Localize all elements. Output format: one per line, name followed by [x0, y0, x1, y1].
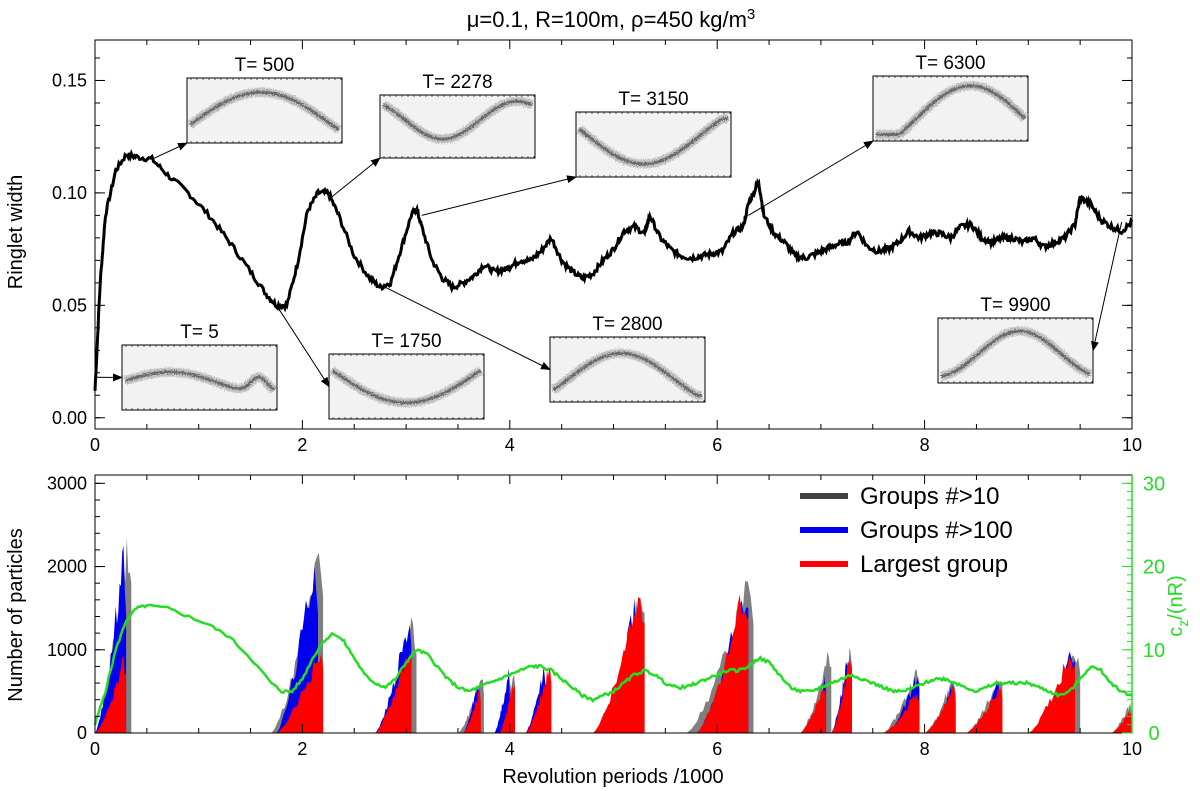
inset-snapshot: T= 2278 — [330, 72, 536, 198]
inset-arrow — [1091, 222, 1123, 352]
particle-count-panel: 0 2 4 6 8 10 0 1000 2000 3000 0 10 20 30 Groups #>10 … — [47, 473, 1165, 759]
inset-arrow — [421, 175, 577, 216]
inset-arrow — [748, 140, 874, 216]
particle-group-areas — [95, 537, 1132, 733]
top-x-tick-label: 2 — [297, 435, 307, 455]
chart-title-main: μ=0.1, R=100m, ρ=450 kg/m — [467, 7, 747, 32]
inset-arrow — [385, 286, 551, 370]
legend-label-largest: Largest group — [860, 551, 1008, 578]
bottom-y-tick-label: 2000 — [47, 557, 87, 577]
chart-title-sup: 3 — [747, 6, 755, 23]
inset-label: T= 500 — [235, 55, 295, 76]
inset-particle-band — [552, 351, 702, 397]
inset-label: T= 2278 — [422, 72, 492, 93]
inset-snapshot: T= 1750 — [276, 305, 485, 420]
inset-snapshot: T= 3150 — [421, 89, 732, 216]
top-x-tick-label: 10 — [1122, 435, 1142, 455]
right-y-axis-label-main: c — [1165, 627, 1187, 637]
right-y-tick-label: 10 — [1143, 640, 1165, 662]
area-burst — [1111, 711, 1132, 733]
bottom-y-tick-label: 3000 — [47, 473, 87, 493]
top-y-tick-label: 0.10 — [52, 183, 87, 203]
area-burst — [924, 686, 956, 733]
bottom-x-tick-label: 8 — [920, 739, 930, 759]
bottom-axis-ticks: 0 2 4 6 8 10 0 1000 2000 3000 0 10 20 30 — [47, 473, 1165, 759]
inset-label: T= 9900 — [980, 295, 1050, 316]
x-axis-label: Revolution periods /1000 — [502, 766, 723, 788]
top-y-tick-label: 0.00 — [52, 408, 87, 428]
inset-particle-band — [876, 84, 1027, 136]
area-burst — [95, 657, 127, 733]
top-y-tick-label: 0.15 — [52, 70, 87, 90]
area-series-2 — [95, 594, 1132, 733]
area-burst — [592, 597, 645, 733]
bottom-x-tick-label: 0 — [90, 739, 100, 759]
bottom-y-tick-label: 1000 — [47, 640, 87, 660]
area-burst — [1028, 656, 1075, 733]
bottom-x-tick-label: 6 — [712, 739, 722, 759]
inset-particle-band — [578, 117, 728, 166]
inset-label: T= 6300 — [915, 53, 985, 74]
inset-particle-band — [382, 99, 533, 141]
area-burst — [525, 668, 552, 733]
top-x-tick-label: 0 — [90, 435, 100, 455]
inset-arrow — [330, 157, 381, 198]
area-burst — [966, 688, 1003, 733]
right-y-axis-label: cz/(nR) — [1165, 575, 1191, 636]
right-y-axis-label-sub: z — [1175, 620, 1191, 627]
inset-particle-band — [331, 369, 482, 405]
inset-arrow — [151, 142, 188, 160]
inset-snapshot: T= 6300 — [748, 53, 1029, 216]
bottom-x-tick-label: 4 — [505, 739, 515, 759]
area-burst — [499, 682, 515, 733]
inset-particle-band — [940, 329, 1091, 378]
right-y-tick-label: 0 — [1148, 723, 1159, 745]
bottom-y-axis-label: Number of particles — [5, 528, 27, 701]
inset-label: T= 3150 — [618, 89, 688, 110]
area-burst — [375, 652, 412, 733]
cz-line — [93, 603, 1133, 726]
top-x-tick-label: 4 — [505, 435, 515, 455]
inset-label: T= 1750 — [371, 331, 441, 352]
chart-title: μ=0.1, R=100m, ρ=450 kg/m3 — [467, 6, 756, 32]
ringlet-width-panel: 0 2 4 6 8 10 0.00 0.05 0.10 0.15 T= 5 T= 500 T= 175… — [52, 39, 1142, 455]
top-y-tick-label: 0.05 — [52, 295, 87, 315]
inset-snapshot: T= 9900 — [937, 222, 1123, 384]
inset-snapshot: T= 2800 — [385, 286, 706, 403]
inset-label: T= 2800 — [592, 314, 662, 335]
inset-arrow — [276, 305, 330, 388]
top-x-tick-label: 8 — [920, 435, 930, 455]
bottom-x-tick-label: 10 — [1122, 739, 1142, 759]
area-burst — [696, 594, 749, 733]
ringlet-width-line — [93, 148, 1134, 391]
right-y-tick-label: 20 — [1143, 557, 1165, 579]
bottom-y-tick-label: 0 — [77, 723, 87, 743]
top-y-axis-label: Ringlet width — [5, 175, 27, 290]
inset-particle-band — [124, 370, 275, 392]
top-x-tick-label: 6 — [712, 435, 722, 455]
inset-label: T= 5 — [180, 322, 219, 343]
inset-snapshot: T= 5 — [94, 322, 278, 411]
inset-particle-band — [189, 90, 340, 132]
snapshot-insets: T= 5 T= 500 T= 1750 T= 2278 T= 2800 T= 3150 T=… — [94, 53, 1123, 420]
area-burst — [276, 653, 324, 733]
legend-label-groups10: Groups #>10 — [860, 483, 999, 510]
area-burst — [463, 688, 481, 733]
bottom-x-tick-label: 2 — [297, 739, 307, 759]
inset-frame — [549, 336, 706, 403]
area-burst — [831, 660, 852, 733]
area-burst — [883, 694, 920, 733]
right-y-axis-label-rest: /(nR) — [1165, 575, 1187, 619]
area-burst — [800, 689, 827, 733]
legend-label-groups100: Groups #>100 — [860, 517, 1013, 544]
legend: Groups #>10 Groups #>100 Largest group — [800, 483, 1013, 578]
inset-snapshot: T= 500 — [151, 55, 343, 160]
top-axis-ticks: 0 2 4 6 8 10 0.00 0.05 0.10 0.15 — [52, 40, 1142, 455]
right-y-tick-label: 30 — [1143, 473, 1165, 495]
